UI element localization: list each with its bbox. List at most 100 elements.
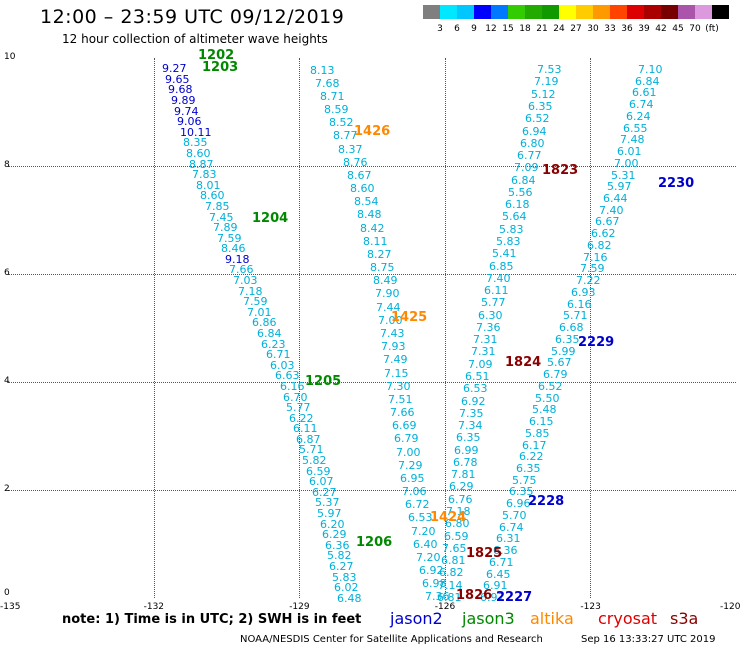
wave-height-value: 6.71 bbox=[266, 348, 291, 361]
longitude-gridline bbox=[590, 58, 591, 598]
legend-item: jason3 bbox=[462, 609, 515, 628]
credit-line: NOAA/NESDIS Center for Satellite Applica… bbox=[240, 634, 543, 645]
wave-height-value: 6.53 bbox=[408, 511, 433, 524]
wave-height-value: 6.31 bbox=[496, 532, 521, 545]
wave-height-value: 8.35 bbox=[183, 136, 208, 149]
wave-height-value: 6.79 bbox=[543, 368, 568, 381]
colorbar-swatch bbox=[644, 5, 661, 19]
wave-height-value: 7.29 bbox=[398, 459, 423, 472]
colorbar-label: 9 bbox=[471, 24, 477, 34]
wave-height-value: 8.37 bbox=[338, 143, 363, 156]
wave-height-value: 5.82 bbox=[302, 454, 327, 467]
colorbar-swatch bbox=[695, 5, 712, 19]
colorbar-label: 24 bbox=[553, 24, 565, 34]
wave-height-value: 5.77 bbox=[481, 296, 506, 309]
pass-time-label: 1824 bbox=[505, 355, 542, 370]
wave-height-value: 7.59 bbox=[217, 232, 242, 245]
x-tick-label: -120 bbox=[720, 602, 740, 612]
wave-height-value: 7.18 bbox=[238, 285, 263, 298]
wave-height-value: 6.78 bbox=[453, 456, 478, 469]
wave-height-value: 6.24 bbox=[626, 110, 651, 123]
wave-height-value: 6.03 bbox=[270, 359, 295, 372]
colorbar-label: 39 bbox=[638, 24, 650, 34]
wave-height-value: 8.48 bbox=[357, 208, 382, 221]
wave-height-value: 7.36 bbox=[476, 321, 501, 334]
wave-height-value: 5.12 bbox=[531, 88, 556, 101]
wave-height-value: 6.82 bbox=[439, 566, 464, 579]
wave-height-value: 8.67 bbox=[347, 169, 372, 182]
y-tick-label: 8 bbox=[4, 160, 10, 170]
x-tick-label: -132 bbox=[143, 602, 165, 612]
wave-height-value: 6.35 bbox=[528, 100, 553, 113]
legend-item: altika bbox=[530, 609, 574, 628]
wave-height-value: 6.70 bbox=[283, 391, 308, 404]
colorbar-label: 70 bbox=[689, 24, 701, 34]
pass-time-label: 1823 bbox=[542, 163, 579, 178]
wave-height-value: 7.44 bbox=[376, 301, 401, 314]
wave-height-value: 9.74 bbox=[174, 105, 199, 118]
wave-height-value: 7.06 bbox=[402, 485, 427, 498]
wave-height-value: 6.96 bbox=[506, 497, 531, 510]
wave-height-value: 7.93 bbox=[381, 340, 406, 353]
wave-height-value: 7.53 bbox=[537, 63, 562, 76]
wave-height-value: 6.52 bbox=[538, 380, 563, 393]
colorbar-swatch bbox=[627, 5, 644, 19]
footnote: note: 1) Time is in UTC; 2) SWH is in fe… bbox=[62, 612, 362, 627]
wave-height-value: 6.11 bbox=[484, 284, 509, 297]
colorbar-label: 15 bbox=[502, 24, 514, 34]
pass-time-label: 1426 bbox=[354, 124, 391, 139]
wave-height-value: 6.22 bbox=[519, 450, 544, 463]
wave-height-value: 6.17 bbox=[522, 439, 547, 452]
wave-height-value: 7.18 bbox=[446, 505, 471, 518]
wave-height-value: 7.68 bbox=[315, 77, 340, 90]
wave-height-value: 9.06 bbox=[177, 115, 202, 128]
wave-height-value: 6.84 bbox=[257, 327, 282, 340]
legend-item: s3a bbox=[670, 609, 699, 628]
chart-title: 12:00 – 23:59 UTC 09/12/2019 bbox=[40, 6, 345, 28]
wave-height-value: 6.98 bbox=[422, 577, 447, 590]
wave-height-value: 8.13 bbox=[310, 64, 335, 77]
wave-height-value: 7.43 bbox=[380, 327, 405, 340]
longitude-gridline bbox=[154, 58, 155, 598]
x-tick-label: -123 bbox=[580, 602, 601, 612]
wave-height-value: 6.53 bbox=[463, 382, 488, 395]
wave-height-value: 6.01 bbox=[617, 145, 642, 158]
wave-height-value: 7.90 bbox=[375, 287, 400, 300]
colorbar-swatch bbox=[661, 5, 678, 19]
wave-height-value: 6.71 bbox=[489, 556, 514, 569]
y-tick-label: 0 bbox=[4, 588, 10, 598]
wave-height-value: 7.09 bbox=[468, 358, 493, 371]
wave-height-value: 8.52 bbox=[329, 116, 354, 129]
wave-height-value: 6.29 bbox=[322, 528, 347, 541]
wave-height-value: 7.85 bbox=[205, 200, 230, 213]
y-tick-label: 6 bbox=[4, 268, 10, 278]
wave-height-value: 5.77 bbox=[286, 401, 311, 414]
wave-height-value: 8.27 bbox=[367, 248, 392, 261]
wave-height-value: 7.31 bbox=[471, 345, 496, 358]
wave-height-value: 6.74 bbox=[629, 98, 654, 111]
wave-height-value: 6.35 bbox=[456, 431, 481, 444]
wave-height-value: 6.35 bbox=[555, 333, 580, 346]
wave-height-value: 8.60 bbox=[350, 182, 375, 195]
wave-height-value: 6.80 bbox=[520, 137, 545, 150]
wave-height-value: 7.65 bbox=[442, 542, 467, 555]
wave-height-value: 5.97 bbox=[607, 180, 632, 193]
wave-height-value: 6.63 bbox=[275, 369, 300, 382]
wave-height-value: 5.67 bbox=[547, 356, 572, 369]
wave-height-value: 8.71 bbox=[320, 90, 345, 103]
wave-height-value: 6.68 bbox=[559, 321, 584, 334]
wave-height-value: 8.87 bbox=[189, 158, 214, 171]
wave-height-value: 7.16 bbox=[583, 251, 608, 264]
pass-time-label: 1826 bbox=[456, 588, 493, 603]
wave-height-value: 5.85 bbox=[525, 427, 550, 440]
wave-height-value: 7.10 bbox=[638, 63, 663, 76]
pass-time-label: 1204 bbox=[252, 211, 289, 226]
wave-height-value: 6.40 bbox=[413, 538, 438, 551]
pass-time-label: 2228 bbox=[528, 494, 565, 509]
pass-time-label: 1825 bbox=[466, 546, 503, 561]
colorbar-swatch bbox=[508, 5, 525, 19]
wave-height-value: 7.01 bbox=[247, 306, 272, 319]
generation-timestamp: Sep 16 13:33:27 UTC 2019 bbox=[581, 634, 716, 645]
colorbar-label: 21 bbox=[536, 24, 548, 34]
wave-height-value: 7.59 bbox=[580, 262, 605, 275]
